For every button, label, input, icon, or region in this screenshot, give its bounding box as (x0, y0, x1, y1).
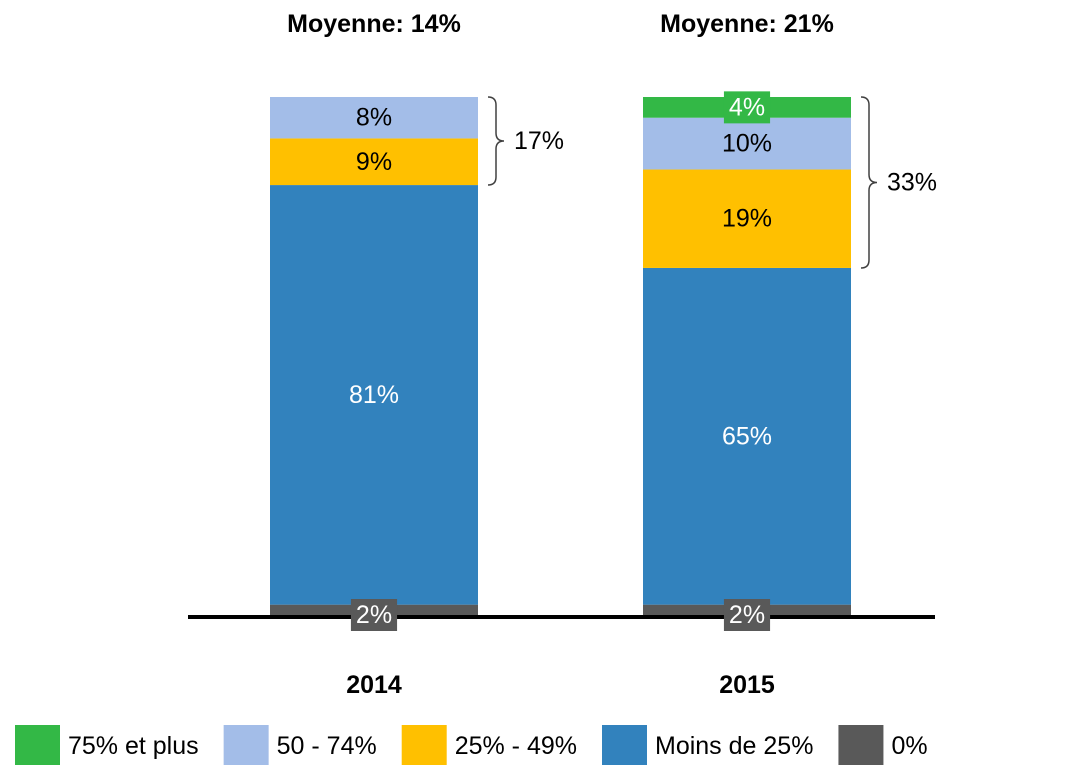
average-label: Moyenne: 14% (287, 10, 461, 38)
bracket-label: 33% (887, 168, 937, 196)
legend-label: 50 - 74% (277, 732, 377, 760)
value-label: 2% (729, 601, 765, 629)
bracket-label: 17% (514, 127, 564, 155)
legend-label: 75% et plus (68, 732, 199, 760)
bar-segment (270, 185, 478, 605)
value-label-box (723, 599, 771, 631)
bracket (487, 96, 505, 186)
value-label: 10% (722, 130, 772, 158)
bar-segment (643, 267, 851, 605)
legend-label: Moins de 25% (655, 732, 813, 760)
legend-label: 0% (891, 732, 927, 760)
bar-segment (270, 138, 478, 186)
value-label: 19% (722, 205, 772, 233)
value-label: 81% (349, 381, 399, 409)
legend-swatch (401, 725, 447, 765)
value-label: 65% (722, 422, 772, 450)
value-label-box (350, 599, 398, 631)
value-label: 9% (356, 148, 392, 176)
bracket (860, 96, 878, 269)
legend-swatch (602, 725, 647, 765)
legend-label: 25% - 49% (455, 732, 577, 760)
bar-segment (643, 169, 851, 268)
value-label: 8% (356, 104, 392, 132)
bar-segment (270, 97, 478, 139)
bar-segment (643, 117, 851, 170)
average-label: Moyenne: 21% (660, 10, 834, 38)
value-label: 4% (729, 93, 765, 121)
x-tick-label: 2015 (719, 671, 775, 699)
value-label-box (723, 91, 771, 124)
value-label: 2% (356, 601, 392, 629)
legend-swatch (15, 725, 60, 765)
x-tick-label: 2014 (346, 671, 402, 699)
legend-swatch (223, 725, 269, 765)
legend-swatch (838, 725, 884, 765)
